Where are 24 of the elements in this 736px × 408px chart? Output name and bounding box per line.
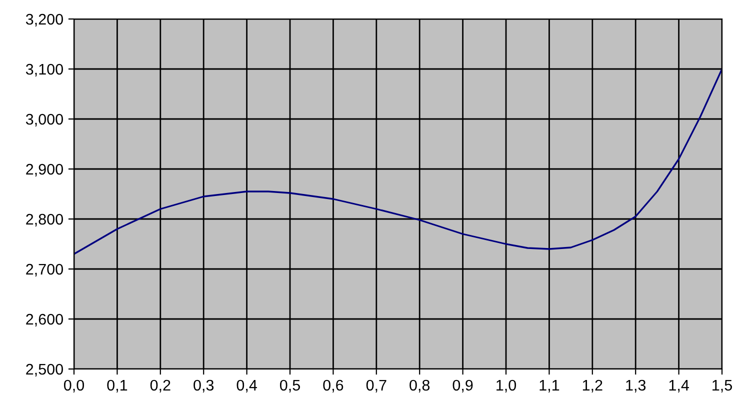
y-tick-label: 2,700	[26, 264, 63, 276]
y-tick-label: 3,200	[26, 14, 63, 26]
x-tick-label: 0,0	[64, 380, 84, 392]
y-tick-label: 2,900	[26, 164, 63, 176]
x-tick-label: 1,0	[496, 380, 516, 392]
y-tick-label: 2,800	[26, 214, 63, 226]
x-tick-label: 0,3	[194, 380, 214, 392]
x-tick-label: 1,2	[582, 380, 602, 392]
y-tick-label: 2,600	[26, 314, 63, 326]
x-tick-label: 0,1	[107, 380, 128, 392]
x-tick-label: 0,9	[452, 380, 473, 392]
y-tick-label: 3,000	[26, 114, 63, 126]
y-tick-label: 3,100	[26, 64, 63, 76]
x-tick-label: 0,6	[323, 380, 344, 392]
x-tick-label: 1,5	[712, 380, 732, 392]
x-tick-label: 0,8	[410, 380, 430, 392]
x-tick-label: 0,5	[280, 380, 300, 392]
x-tick-label: 0,7	[366, 380, 386, 392]
x-tick-label: 1,3	[626, 380, 646, 392]
x-tick-label: 0,4	[236, 380, 257, 392]
y-tick-label: 2,500	[26, 364, 63, 376]
x-tick-label: 1,1	[540, 380, 560, 392]
x-tick-label: 1,4	[669, 380, 689, 392]
x-tick-label: 0,2	[150, 380, 170, 392]
